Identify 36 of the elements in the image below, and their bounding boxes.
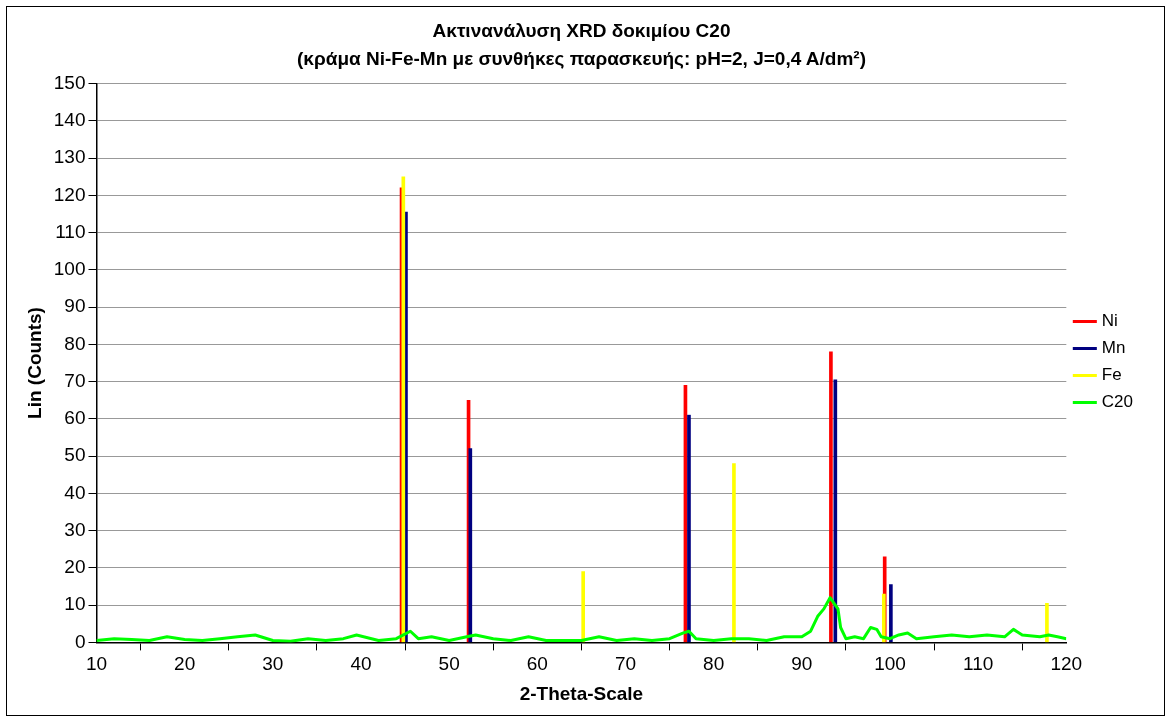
- legend-label: Ni: [1101, 311, 1118, 331]
- y-tick-label: 80: [64, 332, 86, 354]
- y-tick-label: 100: [53, 258, 86, 280]
- x-tick-label: 90: [791, 653, 813, 675]
- y-tick-label: 40: [64, 481, 86, 503]
- x-tick-label: 100: [874, 653, 906, 675]
- x-tick-label: 50: [438, 653, 460, 675]
- legend-label: C20: [1101, 392, 1133, 412]
- chart-title: Ακτινανάλυση XRD δοκιμίου C20: [432, 19, 731, 41]
- y-tick-label: 50: [64, 444, 86, 466]
- y-tick-label: 120: [53, 183, 86, 205]
- x-tick-label: 10: [85, 653, 108, 675]
- y-tick-label: 90: [64, 295, 86, 317]
- legend-label: Fe: [1101, 365, 1122, 385]
- chart-subtitle: (κράμα Ni-Fe-Mn με συνθήκες παρασκευής: pH=2, J=0,4 A/dm²): [297, 48, 866, 70]
- y-tick-label: 20: [64, 556, 86, 578]
- y-tick-label: 30: [64, 518, 86, 540]
- x-tick-label: 70: [614, 653, 637, 675]
- x-tick-label: 110: [963, 653, 994, 675]
- y-tick-label: 60: [64, 407, 86, 429]
- y-tick-label: 130: [53, 146, 86, 168]
- x-tick-label: 120: [1050, 653, 1083, 675]
- y-tick-label: 0: [74, 630, 86, 652]
- x-tick-label: 80: [703, 653, 725, 675]
- y-tick-label: 140: [53, 109, 86, 131]
- x-tick-label: 60: [526, 653, 548, 675]
- y-tick-label: 150: [53, 71, 86, 93]
- legend-label: Mn: [1101, 338, 1126, 358]
- x-axis-title: 2-Theta-Scale: [519, 682, 644, 704]
- x-tick-label: 30: [262, 653, 284, 675]
- y-axis-title: Lin (Counts): [23, 307, 45, 419]
- y-tick-label: 10: [64, 593, 86, 615]
- x-tick-label: 20: [174, 653, 196, 675]
- y-tick-label: 70: [64, 369, 86, 391]
- x-tick-label: 40: [350, 653, 372, 675]
- y-tick-label: 110: [55, 220, 86, 242]
